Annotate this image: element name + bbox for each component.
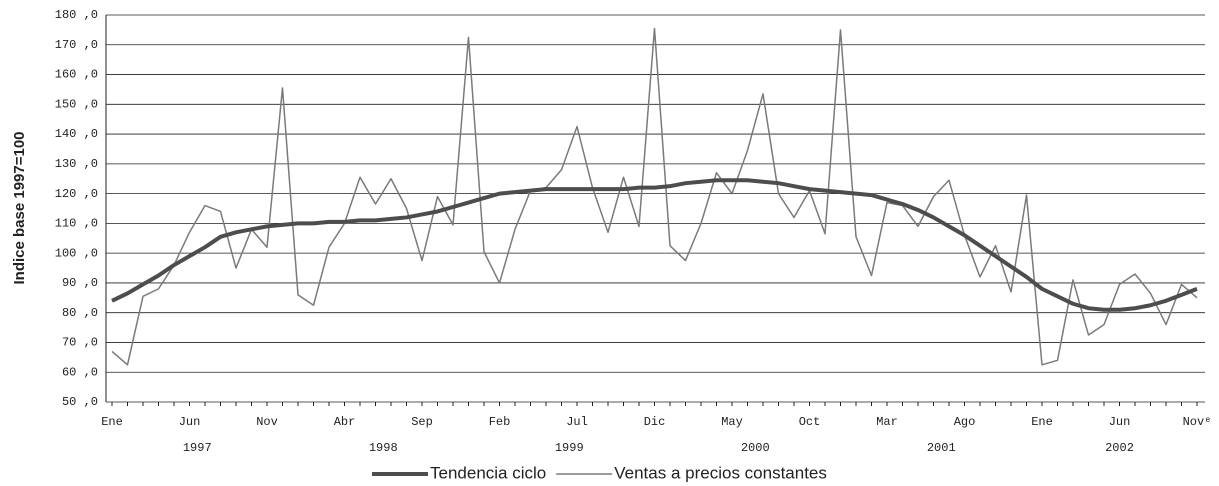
x-tick-label: Nov: [256, 415, 278, 429]
x-group-label: 2001: [927, 441, 956, 455]
x-tick-label: Jun: [179, 415, 201, 429]
x-group-label: 1999: [555, 441, 584, 455]
x-tick-label: Abr: [334, 415, 356, 429]
x-group-label: 2000: [741, 441, 770, 455]
x-tick-label: Jul: [566, 415, 588, 429]
y-tick-label: 170 ,0: [55, 38, 98, 52]
x-tick-label: May: [721, 415, 743, 429]
x-group-label: 2002: [1105, 441, 1134, 455]
legend-label: Ventas a precios constantes: [614, 463, 827, 482]
y-tick-label: 160 ,0: [55, 68, 98, 82]
y-tick-label: 130 ,0: [55, 157, 98, 171]
y-tick-label: 120 ,0: [55, 187, 98, 201]
y-tick-label: 110 ,0: [55, 217, 98, 231]
y-axis-label: Indice base 1997=100: [11, 131, 28, 284]
x-group-label: 1998: [369, 441, 398, 455]
x-tick-label: Ago: [954, 415, 976, 429]
x-tick-label: Mar: [876, 415, 898, 429]
y-tick-label: 80 ,0: [62, 306, 98, 320]
x-tick-label: Sep: [411, 415, 433, 429]
x-group-label: 1997: [183, 441, 212, 455]
x-tick-label: Jun: [1109, 415, 1131, 429]
y-tick-label: 90 ,0: [62, 276, 98, 290]
x-tick-label: Oct: [799, 415, 821, 429]
y-tick-label: 180 ,0: [55, 8, 98, 22]
y-tick-label: 100 ,0: [55, 246, 98, 260]
legend-label: Tendencia ciclo: [430, 463, 546, 482]
x-tick-label: Dic: [644, 415, 666, 429]
y-tick-label: 150 ,0: [55, 97, 98, 111]
x-tick-label: Ene: [1031, 415, 1053, 429]
y-tick-label: 60 ,0: [62, 365, 98, 379]
x-tick-label: Feb: [489, 415, 511, 429]
x-tick-label: Ene: [101, 415, 123, 429]
y-tick-label: 70 ,0: [62, 336, 98, 350]
series-line: [111, 27, 1198, 366]
x-tick-label: Novᵉ: [1183, 415, 1212, 429]
y-tick-label: 50 ,0: [62, 395, 98, 409]
series-line: [111, 178, 1198, 312]
y-tick-label: 140 ,0: [55, 127, 98, 141]
